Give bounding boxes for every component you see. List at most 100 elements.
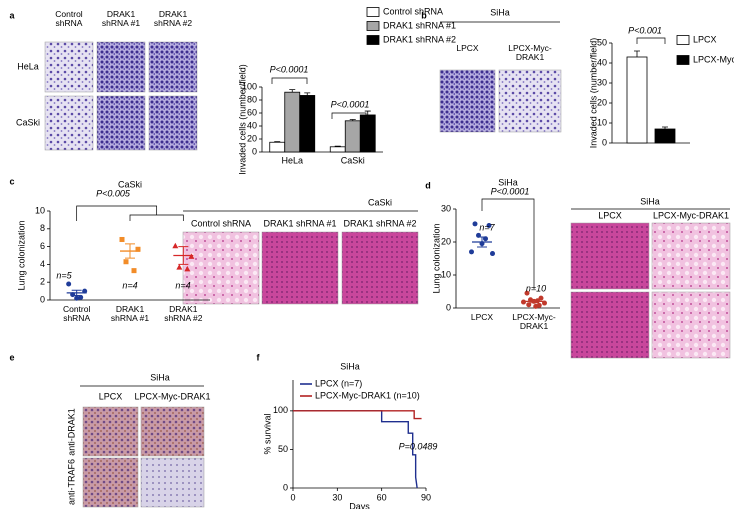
y-tick-label: 20 [597,97,607,107]
n-label: n=5 [56,270,72,280]
column-label: Control shRNA [55,9,83,29]
bar [359,114,376,153]
data-point [490,251,495,257]
y-tick-label: 0 [40,294,45,304]
legend-label: LPCX-Myc-DRAK1 [693,54,734,64]
column-label: DRAK1 shRNA #2 [153,9,193,29]
bar [329,146,346,153]
micrograph [82,457,139,508]
significance-bracket [481,198,535,289]
data-point [135,246,141,252]
panel-label: a [9,10,15,20]
data-point [78,294,84,300]
y-tick-label: 4 [40,259,45,269]
data-point [66,281,72,287]
y-tick-label: 8 [40,223,45,233]
error-bar [662,126,668,129]
y-tick-label: 40 [247,120,257,130]
chart-title: CaSki [118,179,142,189]
micrograph [651,222,731,290]
data-point [524,290,530,296]
legend-label: Control shRNA [383,6,443,16]
column-label: Control shRNA [191,218,251,228]
chart-title: SiHa [498,177,518,187]
survival-curve [293,410,422,420]
column-label: LPCX-Myc-DRAK1 [508,43,552,63]
x-tick-label: CaSki [341,155,365,165]
data-point [184,265,191,272]
column-label: LPCX [456,43,479,53]
y-axis-label: Invaded cells (number/field) [588,38,598,149]
annotation: P=0.0489 [399,441,438,451]
bar [284,91,301,153]
x-tick-label: 90 [421,492,431,502]
x-tick-label: 60 [377,492,387,502]
legend-label: LPCX [693,34,717,44]
column-label: DRAK1 shRNA #2 [343,218,416,228]
y-axis-label: % survival [262,413,272,454]
bar [299,95,316,153]
error-bar [529,299,539,304]
legend-label: LPCX (n=7) [315,378,362,388]
y-tick-label: 100 [273,405,288,415]
y-tick-label: 50 [278,444,288,454]
column-label: DRAK1 shRNA #1 [101,9,141,29]
error-bar [125,243,135,259]
image-title: SiHa [150,372,170,382]
data-point [538,295,544,301]
x-tick-label: HeLa [281,155,303,165]
y-tick-label: 80 [247,94,257,104]
x-tick-label: Control shRNA [62,304,91,324]
y-tick-label: 0 [446,302,451,312]
error-bar [349,119,356,121]
error-bar [334,145,341,147]
significance-bracket [76,205,184,221]
error-bar [71,289,82,297]
error-bar [477,236,487,248]
annotation: P<0.0001 [331,99,370,109]
y-tick-label: 40 [597,57,607,67]
micrograph [341,231,419,305]
data-point [472,221,478,227]
significance-bracket [331,112,367,119]
y-tick-label: 0 [602,137,607,147]
bar [626,56,648,144]
data-point [533,303,539,309]
y-axis-label: Invaded cells (number/field) [237,64,247,175]
legend-label: DRAK1 shRNA #2 [383,34,456,44]
micrograph [96,95,146,151]
data-point [176,264,183,270]
micrograph [651,291,731,359]
error-bar [178,246,189,265]
n-label: n=7 [479,222,495,232]
legend-label: DRAK1 shRNA #1 [383,20,456,30]
micrograph [82,406,139,457]
bar [654,128,676,144]
image-title: SiHa [490,7,510,17]
row-label: HeLa [17,61,39,71]
row-label: CaSki [16,117,40,127]
data-point [74,295,80,301]
micrograph [96,41,146,93]
panel-label: d [425,180,431,190]
y-tick-label: 0 [252,146,257,156]
row-label: anti-DRAK1 [66,408,76,456]
y-tick-label: 50 [597,37,607,47]
error-bar [634,50,640,57]
error-bar [364,110,371,115]
error-bar [304,92,311,96]
micrograph [140,406,205,457]
n-label: n=4 [122,280,137,290]
micrograph [44,95,94,151]
y-axis-label: Lung colonization [16,220,26,290]
panel-label: c [9,176,14,186]
data-point [119,236,125,242]
column-label: LPCX-Myc-DRAK1 [134,391,210,401]
column-label: DRAK1 shRNA #1 [263,218,336,228]
micrograph [182,231,260,305]
x-axis-label: Days [349,501,370,509]
data-point [521,299,526,305]
survival-curve [293,410,418,489]
micrograph [261,231,339,305]
